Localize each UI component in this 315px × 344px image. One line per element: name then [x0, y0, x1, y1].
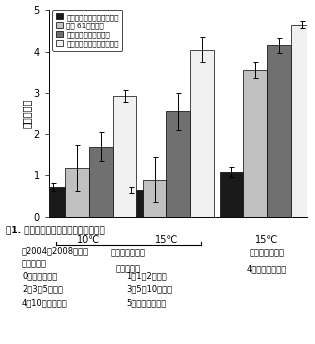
Text: 15℃: 15℃ [155, 235, 178, 245]
Bar [220, 172, 243, 217]
Bar [291, 25, 314, 217]
Bar [89, 147, 113, 217]
Text: 図1. 異なる条件での窂発芽程度の差異: 図1. 異なる条件での窂発芽程度の差異 [6, 225, 105, 234]
Bar [42, 187, 65, 217]
Text: 5：ほぼ全粒発芽: 5：ほぼ全粒発芽 [126, 298, 166, 307]
Bar [113, 96, 136, 217]
Text: 3：5～10粒発芽: 3：5～10粒発芽 [126, 285, 172, 294]
Text: 10℃: 10℃ [77, 235, 100, 245]
Text: 成熟期に採取し: 成熟期に採取し [249, 248, 284, 257]
Text: （2004～2008年産）: （2004～2008年産） [22, 246, 89, 255]
Text: 直ちに評価: 直ちに評価 [116, 265, 141, 273]
Legend: ゼンコウジコムギ（極難）, 農林 61号（難）, タマイズミ（やや難）, シロガネコムギ（やや易）: ゼンコウジコムギ（極難）, 農林 61号（難）, タマイズミ（やや難）, シロガ… [52, 10, 122, 51]
Text: 0：発芽粒なし: 0：発芽粒なし [22, 272, 57, 281]
Bar [119, 190, 143, 217]
Bar [190, 50, 214, 217]
Bar [267, 45, 291, 217]
Text: 4週間経過後評価: 4週間経過後評価 [247, 265, 287, 273]
Text: 4：10粒以上発芽: 4：10粒以上発芽 [22, 298, 68, 307]
Bar [243, 70, 267, 217]
Text: 成熟期に採取後: 成熟期に採取後 [111, 248, 146, 257]
Bar [167, 111, 190, 217]
Bar [143, 180, 167, 217]
Text: 1：1～2粒発芽: 1：1～2粒発芽 [126, 272, 167, 281]
Text: 窂発芽程度: 窂発芽程度 [22, 260, 47, 269]
Bar [65, 168, 89, 217]
Y-axis label: 窂発芽程度: 窂発芽程度 [22, 99, 32, 128]
Text: 2：3～5粒発芽: 2：3～5粒発芽 [22, 285, 63, 294]
Text: 15℃: 15℃ [255, 235, 279, 245]
